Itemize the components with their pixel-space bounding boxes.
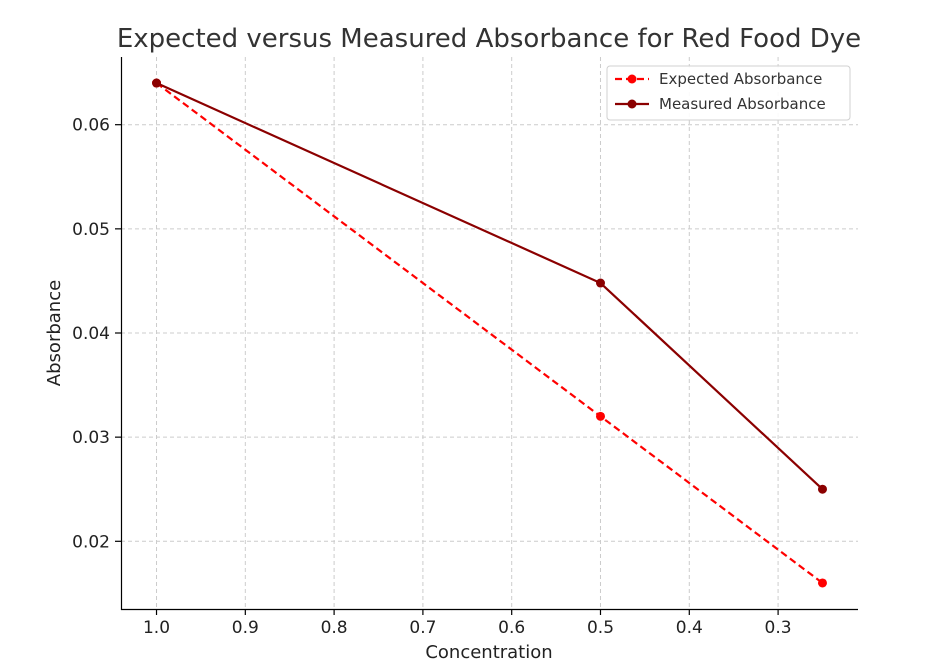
x-tick-label: 0.9 (232, 618, 259, 638)
y-tick-label: 0.04 (72, 324, 110, 344)
data-point-expected-absorbance (595, 411, 605, 421)
y-tick-label: 0.03 (72, 428, 110, 448)
data-point-measured-absorbance (152, 78, 162, 88)
series-layer (152, 78, 827, 588)
x-tick-label: 0.4 (676, 618, 703, 638)
chart-title: Expected versus Measured Absorbance for … (117, 24, 861, 54)
x-tick-label: 1.0 (143, 618, 170, 638)
axes (120, 57, 858, 611)
legend-swatch-marker (627, 74, 637, 84)
data-point-measured-absorbance (817, 484, 827, 494)
y-tick-label: 0.05 (72, 220, 110, 240)
x-tick-label: 0.8 (321, 618, 348, 638)
legend-box (606, 65, 851, 121)
x-tick-label: 0.7 (409, 618, 436, 638)
x-tick-label: 0.5 (587, 618, 614, 638)
legend-item-expected-absorbance: Expected Absorbance (615, 70, 822, 88)
grid (121, 57, 858, 609)
x-axis-label: Concentration (425, 642, 552, 663)
legend: Expected Absorbance Measured Absorbance (606, 65, 851, 121)
y-ticks: 0.02 0.03 0.04 0.05 0.06 (72, 116, 121, 552)
y-tick-label: 0.06 (72, 116, 110, 136)
legend-label: Measured Absorbance (659, 95, 826, 113)
x-ticks: 1.0 0.9 0.8 0.7 0.6 0.5 0.4 0.3 (143, 609, 792, 638)
x-tick-label: 0.6 (498, 618, 525, 638)
data-point-measured-absorbance (595, 278, 605, 288)
legend-item-measured-absorbance: Measured Absorbance (615, 95, 826, 113)
y-axis-label: Absorbance (44, 280, 65, 386)
x-tick-label: 0.3 (765, 618, 792, 638)
legend-swatch-marker (627, 99, 637, 109)
series-measured-absorbance (152, 78, 827, 494)
y-tick-label: 0.02 (72, 532, 110, 552)
data-point-expected-absorbance (817, 578, 827, 588)
legend-label: Expected Absorbance (659, 70, 822, 88)
series-line-measured-absorbance (156, 82, 824, 491)
